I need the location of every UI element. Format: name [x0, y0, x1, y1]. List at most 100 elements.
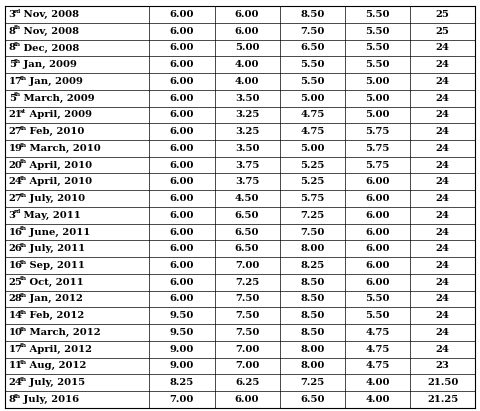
Text: 6.00: 6.00 — [170, 161, 194, 170]
Text: 24: 24 — [436, 44, 450, 53]
Text: 27: 27 — [9, 194, 23, 203]
Text: 4.75: 4.75 — [300, 127, 324, 136]
Text: Aug, 2012: Aug, 2012 — [26, 361, 86, 370]
Text: 24: 24 — [436, 194, 450, 203]
Text: 8: 8 — [9, 395, 15, 404]
Text: th: th — [20, 293, 27, 298]
Text: 28: 28 — [9, 294, 23, 303]
Text: 9.00: 9.00 — [170, 345, 194, 353]
Text: 3.50: 3.50 — [235, 144, 259, 153]
Text: Feb, 2010: Feb, 2010 — [26, 127, 84, 136]
Text: 26: 26 — [9, 244, 23, 253]
Text: 24: 24 — [9, 177, 23, 186]
Text: 9.50: 9.50 — [170, 328, 194, 337]
Text: 6.00: 6.00 — [170, 94, 194, 103]
Text: 5.00: 5.00 — [365, 94, 390, 103]
Text: 4.00: 4.00 — [365, 378, 390, 387]
Text: 7.25: 7.25 — [300, 211, 324, 220]
Text: 17: 17 — [9, 345, 23, 353]
Text: th: th — [14, 25, 21, 30]
Text: 8.00: 8.00 — [300, 361, 324, 370]
Text: 24: 24 — [9, 378, 23, 387]
Text: 21.25: 21.25 — [427, 395, 458, 404]
Text: 25: 25 — [9, 278, 23, 287]
Text: 5.00: 5.00 — [300, 144, 324, 153]
Text: 3.75: 3.75 — [235, 161, 259, 170]
Text: 6.00: 6.00 — [235, 27, 259, 36]
Text: 7.50: 7.50 — [235, 294, 259, 303]
Text: 8.00: 8.00 — [300, 244, 324, 253]
Text: 5.75: 5.75 — [300, 194, 324, 203]
Text: 6.00: 6.00 — [365, 278, 390, 287]
Text: 6.50: 6.50 — [235, 228, 259, 237]
Text: 25: 25 — [436, 27, 450, 36]
Text: 24: 24 — [436, 228, 450, 237]
Text: th: th — [14, 59, 21, 64]
Text: th: th — [20, 360, 27, 365]
Text: April, 2009: April, 2009 — [26, 111, 92, 120]
Text: 7.25: 7.25 — [235, 278, 259, 287]
Text: 5.00: 5.00 — [235, 44, 259, 53]
Text: 5: 5 — [9, 94, 16, 103]
Text: 6.00: 6.00 — [170, 60, 194, 69]
Text: th: th — [14, 92, 21, 97]
Text: 21: 21 — [9, 111, 23, 120]
Text: 6.50: 6.50 — [300, 44, 324, 53]
Text: Jan, 2009: Jan, 2009 — [26, 77, 83, 86]
Text: 3.50: 3.50 — [235, 94, 259, 103]
Text: 6.00: 6.00 — [170, 244, 194, 253]
Text: 8: 8 — [9, 44, 15, 53]
Text: 6.00: 6.00 — [365, 244, 390, 253]
Text: 7.50: 7.50 — [300, 27, 324, 36]
Text: March, 2009: March, 2009 — [20, 94, 95, 103]
Text: 7.00: 7.00 — [235, 345, 259, 353]
Text: 6.00: 6.00 — [170, 228, 194, 237]
Text: th: th — [20, 143, 27, 148]
Text: 8.25: 8.25 — [170, 378, 194, 387]
Text: 8.50: 8.50 — [300, 328, 324, 337]
Text: 11: 11 — [9, 361, 23, 370]
Text: 4.75: 4.75 — [300, 111, 324, 120]
Text: 5.25: 5.25 — [300, 161, 324, 170]
Text: 7.50: 7.50 — [300, 228, 324, 237]
Text: th: th — [20, 343, 27, 348]
Text: 6.00: 6.00 — [365, 261, 390, 270]
Text: st: st — [20, 109, 26, 114]
Text: 8: 8 — [9, 27, 15, 36]
Text: th: th — [20, 243, 27, 248]
Text: 7.00: 7.00 — [170, 395, 194, 404]
Text: 23: 23 — [436, 361, 450, 370]
Text: 5.50: 5.50 — [300, 60, 324, 69]
Text: 7.50: 7.50 — [235, 328, 259, 337]
Text: 6.00: 6.00 — [170, 27, 194, 36]
Text: April, 2012: April, 2012 — [26, 345, 92, 353]
Text: 8.25: 8.25 — [300, 261, 324, 270]
Text: 24: 24 — [436, 345, 450, 353]
Text: 5.50: 5.50 — [365, 311, 390, 320]
Text: 4.75: 4.75 — [365, 345, 390, 353]
Text: 24: 24 — [436, 211, 450, 220]
Text: July, 2016: July, 2016 — [20, 395, 80, 404]
Text: 6.00: 6.00 — [170, 44, 194, 53]
Text: 8.50: 8.50 — [300, 10, 324, 19]
Text: 27: 27 — [9, 127, 23, 136]
Text: Jan, 2009: Jan, 2009 — [20, 60, 77, 69]
Text: March, 2010: March, 2010 — [26, 144, 101, 153]
Text: 24: 24 — [436, 261, 450, 270]
Text: th: th — [20, 176, 27, 181]
Text: 8.50: 8.50 — [300, 294, 324, 303]
Text: 24: 24 — [436, 177, 450, 186]
Text: 3.75: 3.75 — [235, 177, 259, 186]
Text: 24: 24 — [436, 278, 450, 287]
Text: Jan, 2012: Jan, 2012 — [26, 294, 83, 303]
Text: 5.50: 5.50 — [365, 27, 390, 36]
Text: 6.00: 6.00 — [170, 294, 194, 303]
Text: 7.00: 7.00 — [235, 361, 259, 370]
Text: 24: 24 — [436, 161, 450, 170]
Text: 10: 10 — [9, 328, 23, 337]
Text: th: th — [20, 377, 27, 382]
Text: July, 2015: July, 2015 — [26, 378, 85, 387]
Text: 5.25: 5.25 — [300, 177, 324, 186]
Text: 5.75: 5.75 — [365, 144, 390, 153]
Text: 24: 24 — [436, 294, 450, 303]
